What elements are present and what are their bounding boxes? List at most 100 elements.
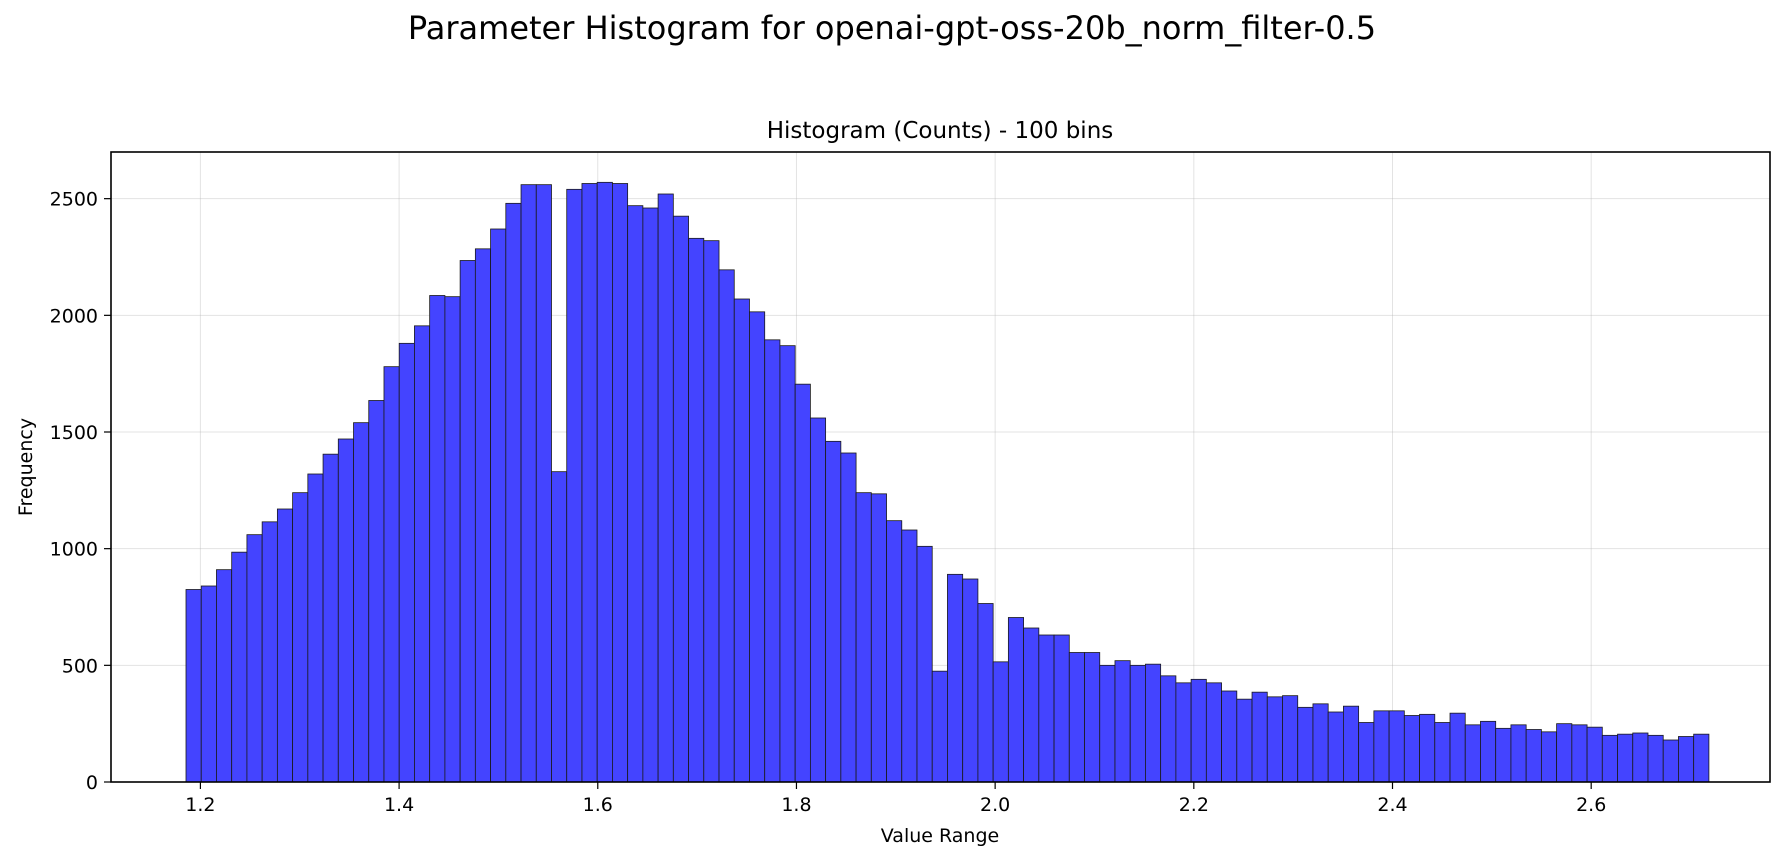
histogram-bar (247, 535, 262, 782)
histogram-bar (1252, 692, 1267, 782)
histogram-bar (1465, 725, 1480, 782)
histogram-bar (1343, 706, 1358, 782)
histogram-bar (1404, 716, 1419, 783)
histogram-bar (1069, 653, 1084, 783)
histogram-bar (506, 203, 521, 782)
histogram-bar (1633, 733, 1648, 782)
histogram-bar (704, 241, 719, 782)
histogram-bar (430, 296, 445, 783)
histogram-bar (414, 326, 429, 782)
histogram-bar (871, 494, 886, 782)
histogram-bar (277, 509, 292, 782)
y-tick-label: 1500 (50, 422, 98, 444)
histogram-bar (993, 662, 1008, 782)
histogram-bar (460, 261, 475, 783)
histogram-bar (582, 184, 597, 783)
histogram-bar (1694, 734, 1709, 782)
histogram-bar (262, 522, 277, 782)
histogram-bar (1130, 665, 1145, 782)
histogram-bar (902, 530, 917, 782)
histogram-bar (1420, 714, 1435, 782)
histogram-bar (810, 418, 825, 782)
histogram-bar (1618, 734, 1633, 782)
y-axis-ticks: 0 500 1000 1500 2000 2500 (50, 189, 111, 794)
histogram-bar (1435, 723, 1450, 783)
histogram-bar (567, 189, 582, 782)
histogram-bar (1100, 665, 1115, 782)
histogram-bar (536, 185, 551, 782)
histogram-bar (293, 493, 308, 782)
histogram-bar (1328, 712, 1343, 782)
histogram-bar (201, 586, 216, 782)
histogram-bar (1191, 679, 1206, 782)
histogram-bar (887, 521, 902, 782)
histogram-bar (399, 343, 414, 782)
histogram-bar (308, 474, 323, 782)
histogram-bar (216, 570, 231, 782)
histogram-bar (1161, 676, 1176, 782)
histogram-bar (765, 340, 780, 782)
histogram-bar (1282, 696, 1297, 782)
histogram-bar (1085, 653, 1100, 783)
histogram-bar (1008, 618, 1023, 783)
histogram-bar (719, 270, 734, 782)
x-tick-label: 1.4 (384, 794, 414, 816)
histogram-bar (1557, 724, 1572, 782)
x-tick-label: 2.0 (980, 794, 1010, 816)
histogram-bar (445, 297, 460, 782)
histogram-bar (658, 194, 673, 782)
histogram-bar (1389, 711, 1404, 782)
y-tick-label: 2500 (50, 189, 98, 211)
histogram-bar (597, 182, 612, 782)
histogram-bar (1572, 725, 1587, 782)
histogram-bar (1374, 711, 1389, 782)
histogram-bar (521, 185, 536, 782)
figure-title: Parameter Histogram for openai-gpt-oss-2… (408, 9, 1376, 47)
x-tick-label: 2.2 (1179, 794, 1209, 816)
histogram-bar (338, 439, 353, 782)
histogram-bar (780, 346, 795, 782)
histogram-bar (947, 574, 962, 782)
histogram-bar (1054, 635, 1069, 782)
histogram-bar (1024, 628, 1039, 782)
histogram-bar (1298, 707, 1313, 782)
histogram-bar (1450, 713, 1465, 782)
histogram-bar (856, 493, 871, 782)
x-tick-label: 1.8 (781, 794, 811, 816)
histogram-bar (1602, 735, 1617, 782)
histogram-bar (323, 454, 338, 782)
histogram-bar (1480, 721, 1495, 782)
y-tick-label: 2000 (50, 305, 98, 327)
histogram-bar (1526, 730, 1541, 783)
histogram-bar (1496, 728, 1511, 782)
histogram-bar (491, 229, 506, 782)
histogram-bar (186, 590, 201, 783)
x-tick-label: 1.2 (185, 794, 215, 816)
histogram-bar (354, 423, 369, 782)
histogram-bar (384, 367, 399, 782)
histogram-bar (612, 184, 627, 783)
histogram-bar (1222, 691, 1237, 782)
x-axis-label: Value Range (881, 825, 999, 847)
histogram-bar (475, 249, 490, 782)
histogram-bars (186, 182, 1709, 782)
x-tick-label: 2.6 (1576, 794, 1606, 816)
axes-title: Histogram (Counts) - 100 bins (767, 118, 1114, 144)
histogram-bar (1511, 725, 1526, 782)
histogram-bar (1206, 683, 1221, 782)
histogram-bar (1145, 664, 1160, 782)
histogram-bar (1267, 697, 1282, 782)
histogram-bar (1678, 737, 1693, 783)
histogram-bar (795, 384, 810, 782)
histogram-bar (1237, 699, 1252, 782)
histogram-bar (932, 671, 947, 782)
histogram-bar (978, 604, 993, 783)
histogram-bar (826, 441, 841, 782)
histogram-bar (1587, 727, 1602, 782)
histogram-bar (1359, 723, 1374, 783)
histogram-bar (1648, 735, 1663, 782)
x-tick-label: 1.6 (583, 794, 613, 816)
histogram-bar (232, 552, 247, 782)
histogram-bar (673, 216, 688, 782)
